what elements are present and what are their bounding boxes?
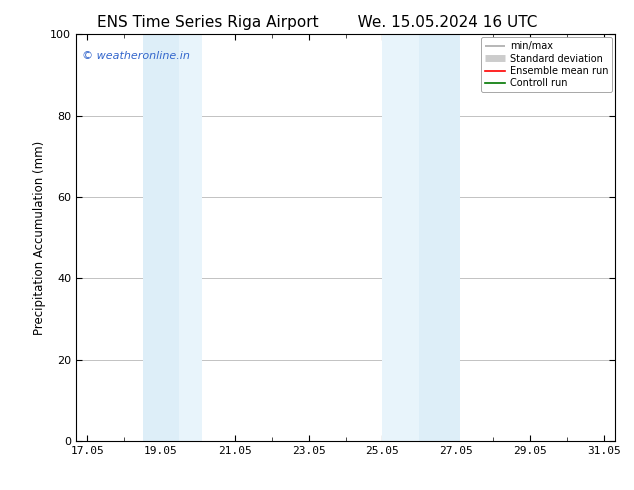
- Bar: [419, 34, 460, 441]
- Text: © weatheronline.in: © weatheronline.in: [82, 50, 190, 61]
- Legend: min/max, Standard deviation, Ensemble mean run, Controll run: min/max, Standard deviation, Ensemble me…: [481, 37, 612, 92]
- Bar: [143, 34, 179, 441]
- Bar: [382, 34, 419, 441]
- Y-axis label: Precipitation Accumulation (mm): Precipitation Accumulation (mm): [33, 141, 46, 335]
- Bar: [179, 34, 202, 441]
- Text: ENS Time Series Riga Airport        We. 15.05.2024 16 UTC: ENS Time Series Riga Airport We. 15.05.2…: [97, 15, 537, 30]
